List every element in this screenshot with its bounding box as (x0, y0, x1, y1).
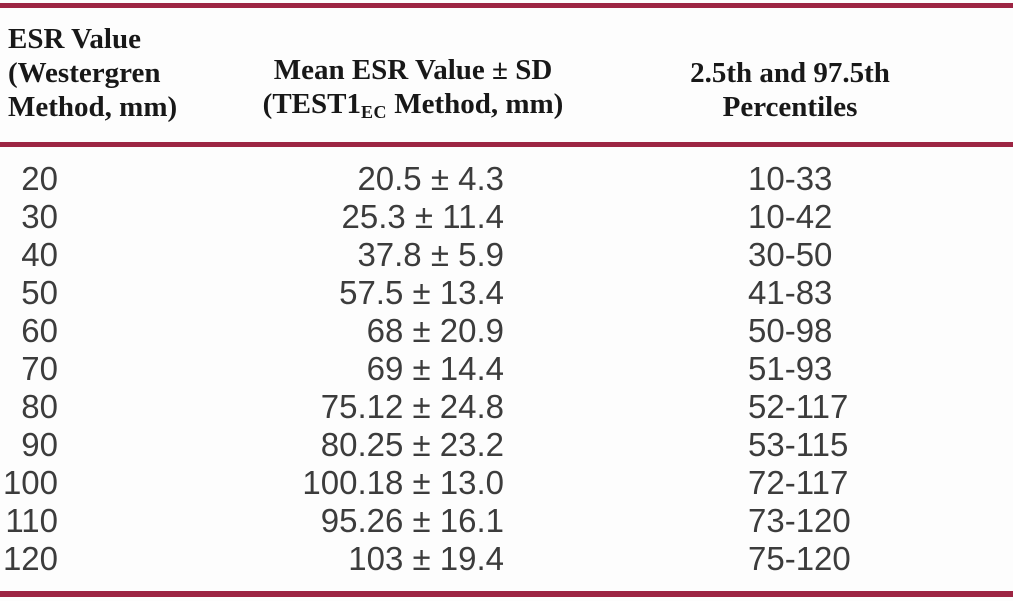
cell-mean-sd-value: 57.5 ± 13.4 (339, 274, 504, 311)
cell-percentiles-range: 10-42 (748, 198, 833, 235)
table-row: 20 20.5 ± 4.3 10-33 (0, 160, 1013, 198)
cell-percentiles-range: 73-120 (748, 502, 851, 539)
cell-mean-sd-value: 103 ± 19.4 (348, 540, 504, 577)
table-row: 90 80.25 ± 23.2 53-115 (0, 426, 1013, 464)
cell-percentiles-range: 50-98 (748, 312, 833, 349)
cell-westergren-value: 30 (21, 198, 58, 235)
header-text-post: Method, mm) (386, 88, 564, 120)
header-line: Mean ESR Value ± SD (273, 54, 553, 86)
table-row: 40 37.8 ± 5.9 30-50 (0, 236, 1013, 274)
cell-westergren-value: 70 (21, 350, 58, 387)
table-top-rule (0, 3, 1013, 8)
cell-percentiles-range: 51-93 (748, 350, 833, 387)
header-line: 2.5th and 97.5th (690, 57, 890, 89)
table-row: 30 25.3 ± 11.4 10-42 (0, 198, 1013, 236)
header-line: Percentiles (722, 91, 858, 123)
table-header-row: ESR Value (Westergren Method, mm) Mean E… (8, 22, 1005, 124)
table-row: 70 69 ± 14.4 51-93 (0, 350, 1013, 388)
column-header-test1ec-mean: Mean ESR Value ± SD (TEST1EC Method, mm) (228, 53, 598, 124)
table-row: 100 100.18 ± 13.0 72-117 (0, 464, 1013, 502)
cell-westergren-value: 20 (21, 160, 58, 197)
cell-westergren-value: 80 (21, 388, 58, 425)
column-header-westergren: ESR Value (Westergren Method, mm) (8, 22, 228, 124)
cell-mean-sd-value: 37.8 ± 5.9 (357, 236, 504, 273)
header-line: (Westergren (8, 57, 161, 89)
table-body: 20 20.5 ± 4.3 10-33 30 25.3 ± 11.4 10-42… (0, 160, 1013, 578)
cell-mean-sd-value: 20.5 ± 4.3 (357, 160, 504, 197)
cell-mean-sd-value: 100.18 ± 13.0 (302, 464, 504, 501)
header-text-pre: (TEST1 (262, 88, 361, 120)
cell-percentiles-range: 53-115 (748, 426, 849, 463)
table-row: 110 95.26 ± 16.1 73-120 (0, 502, 1013, 540)
column-header-percentiles: 2.5th and 97.5th Percentiles (625, 56, 955, 124)
cell-westergren-value: 120 (2, 540, 58, 577)
cell-westergren-value: 90 (21, 426, 58, 463)
cell-westergren-value: 60 (21, 312, 58, 349)
cell-mean-sd-value: 68 ± 20.9 (366, 312, 504, 349)
header-line: Method, mm) (8, 91, 178, 123)
cell-percentiles-range: 75-120 (748, 540, 851, 577)
header-line: (TEST1EC Method, mm) (228, 87, 598, 124)
cell-westergren-value: 100 (2, 464, 58, 501)
cell-mean-sd-value: 25.3 ± 11.4 (341, 198, 504, 235)
header-subscript: EC (360, 102, 387, 123)
cell-percentiles-range: 72-117 (748, 464, 849, 501)
table-row: 60 68 ± 20.9 50-98 (0, 312, 1013, 350)
table-row: 50 57.5 ± 13.4 41-83 (0, 274, 1013, 312)
table-row: 80 75.12 ± 24.8 52-117 (0, 388, 1013, 426)
cell-percentiles-range: 41-83 (748, 274, 833, 311)
cell-mean-sd-value: 75.12 ± 24.8 (320, 388, 504, 425)
cell-westergren-value: 40 (21, 236, 58, 273)
cell-westergren-value: 110 (5, 502, 58, 539)
cell-mean-sd-value: 69 ± 14.4 (366, 350, 504, 387)
table-header-rule (0, 142, 1013, 147)
cell-westergren-value: 50 (21, 274, 58, 311)
cell-percentiles-range: 30-50 (748, 236, 833, 273)
cell-percentiles-range: 10-33 (748, 160, 833, 197)
header-line: ESR Value (8, 23, 141, 55)
cell-percentiles-range: 52-117 (748, 388, 849, 425)
cell-mean-sd-value: 95.26 ± 16.1 (320, 502, 504, 539)
table-row: 120 103 ± 19.4 75-120 (0, 540, 1013, 578)
table-bottom-rule (0, 591, 1013, 597)
cell-mean-sd-value: 80.25 ± 23.2 (320, 426, 504, 463)
